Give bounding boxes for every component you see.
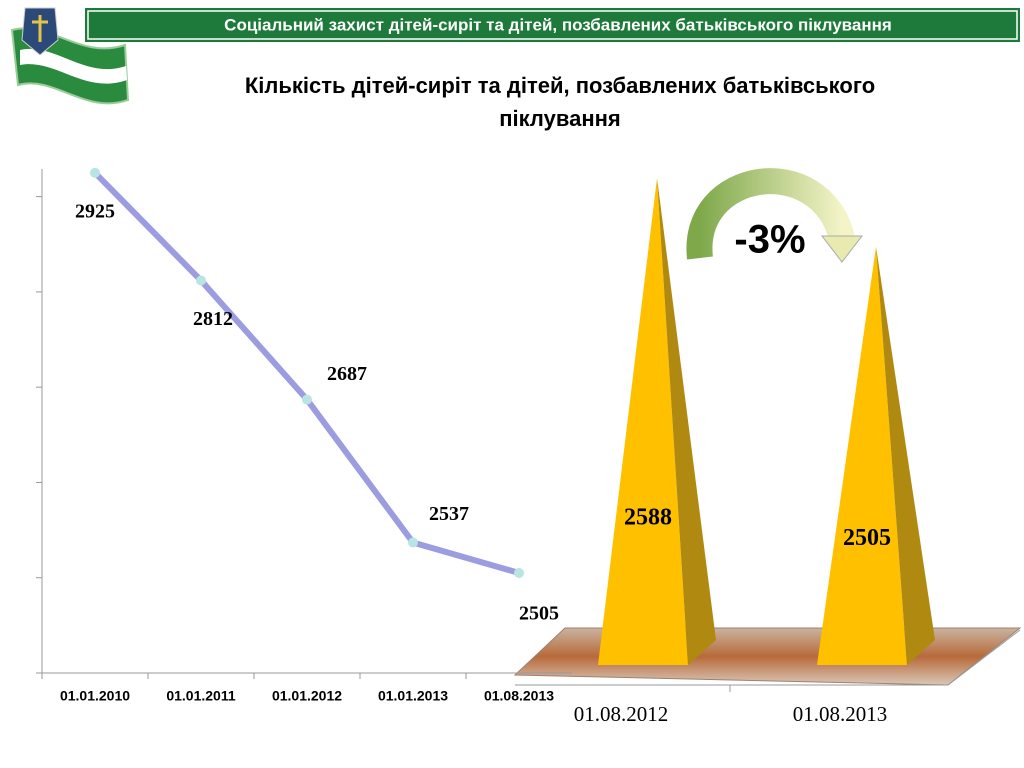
pyramid-side	[657, 177, 716, 665]
value-label: 2588	[624, 504, 672, 530]
arrow	[686, 168, 855, 260]
pyramid	[598, 177, 688, 665]
value-label: 2537	[429, 503, 469, 525]
marker	[196, 275, 206, 286]
x-tick-label: 01.08.2012	[574, 702, 669, 726]
arrow-head	[820, 235, 864, 263]
pyramid-side	[876, 246, 935, 666]
value-label: 2925	[75, 200, 115, 222]
x-tick-label: 01.01.2013	[378, 688, 448, 704]
banner-border	[87, 10, 1018, 40]
slide-title: Кількість дітей-сиріт та дітей, позбавле…	[245, 73, 875, 98]
floor	[513, 627, 1022, 686]
annotation: -3%	[734, 218, 805, 262]
banner-bar	[85, 8, 1020, 42]
x-tick-label: 01.01.2012	[272, 688, 342, 704]
x-tick-label: 01.08.2013	[484, 688, 554, 704]
x-tick-label: 01.01.2011	[166, 688, 236, 704]
slide-title: піклування	[499, 106, 620, 131]
logo	[10, 7, 130, 105]
x-tick-label: 01.01.2010	[60, 688, 130, 704]
marker	[408, 537, 418, 548]
banner-text: Соціальний захист дітей-сиріт та дітей, …	[224, 15, 892, 34]
x-tick-label: 01.08.2013	[793, 702, 888, 726]
marker	[514, 567, 524, 578]
value-label: 2505	[519, 603, 559, 625]
axis-line	[947, 629, 1021, 686]
marker	[302, 394, 312, 405]
value-label: 2812	[193, 308, 233, 330]
pyramid	[817, 246, 907, 666]
value-label: 2687	[327, 363, 367, 385]
marker	[90, 167, 100, 178]
value-label: 2505	[843, 525, 891, 551]
